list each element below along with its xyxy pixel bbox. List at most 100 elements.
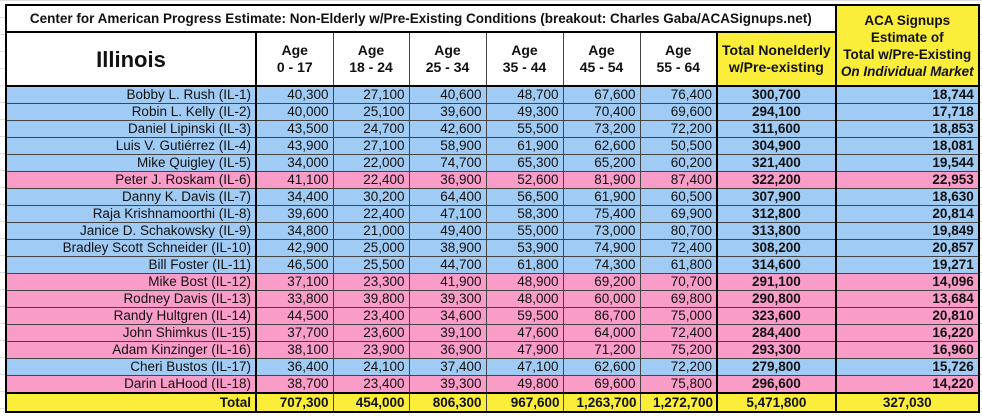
total-value-cell[interactable]: 313,800 [716,222,837,240]
age-value-cell[interactable]: 24,700 [332,120,410,138]
age-value-cell[interactable]: 65,200 [562,154,641,172]
age-value-cell[interactable]: 39,800 [332,290,410,308]
age-value-cell[interactable]: 76,400 [639,85,718,104]
age-value-cell[interactable]: 22,000 [332,154,410,172]
age-value-cell[interactable]: 61,800 [639,256,718,274]
age-header-3[interactable]: Age 35 - 44 [485,31,564,87]
age-value-cell[interactable]: 75,800 [639,375,718,394]
member-name-cell[interactable]: Total [5,392,257,413]
total-value-cell[interactable]: 307,900 [716,188,837,206]
age-value-cell[interactable]: 62,600 [562,358,641,376]
aca-value-cell[interactable]: 20,814 [835,205,980,223]
age-value-cell[interactable]: 39,300 [408,290,487,308]
aca-value-cell[interactable]: 14,096 [835,273,980,291]
age-value-cell[interactable]: 25,100 [332,103,410,121]
age-value-cell[interactable]: 61,900 [562,188,641,206]
member-name-cell[interactable]: Bradley Scott Schneider (IL-10) [5,239,257,257]
total-value-cell[interactable]: 323,600 [716,307,837,325]
total-value-cell[interactable]: 291,100 [716,273,837,291]
total-value-cell[interactable]: 296,600 [716,375,837,394]
member-name-cell[interactable]: Luis V. Gutiérrez (IL-4) [5,137,257,155]
age-value-cell[interactable]: 70,400 [562,103,641,121]
member-name-cell[interactable]: Darin LaHood (IL-18) [5,375,257,394]
age-value-cell[interactable]: 33,800 [255,290,334,308]
table-title[interactable]: Center for American Progress Estimate: N… [5,4,837,33]
age-value-cell[interactable]: 60,500 [639,188,718,206]
age-value-cell[interactable]: 1,272,700 [639,392,718,413]
age-value-cell[interactable]: 70,700 [639,273,718,291]
age-value-cell[interactable]: 74,900 [562,239,641,257]
age-value-cell[interactable]: 69,900 [639,205,718,223]
age-value-cell[interactable]: 38,900 [408,239,487,257]
age-value-cell[interactable]: 27,100 [332,85,410,104]
age-value-cell[interactable]: 62,600 [562,137,641,155]
age-value-cell[interactable]: 80,700 [639,222,718,240]
age-value-cell[interactable]: 37,100 [255,273,334,291]
age-value-cell[interactable]: 49,800 [485,375,564,394]
total-value-cell[interactable]: 300,700 [716,85,837,104]
age-value-cell[interactable]: 36,900 [408,171,487,189]
member-name-cell[interactable]: Randy Hultgren (IL-14) [5,307,257,325]
member-name-cell[interactable]: Raja Krishnamoorthi (IL-8) [5,205,257,223]
age-value-cell[interactable]: 967,600 [485,392,564,413]
total-value-cell[interactable]: 322,200 [716,171,837,189]
aca-value-cell[interactable]: 18,630 [835,188,980,206]
age-value-cell[interactable]: 56,500 [485,188,564,206]
age-value-cell[interactable]: 49,400 [408,222,487,240]
age-value-cell[interactable]: 23,900 [332,341,410,359]
member-name-cell[interactable]: Bill Foster (IL-11) [5,256,257,274]
age-value-cell[interactable]: 1,263,700 [562,392,641,413]
age-value-cell[interactable]: 42,600 [408,120,487,138]
age-value-cell[interactable]: 75,200 [639,341,718,359]
age-value-cell[interactable]: 60,000 [562,290,641,308]
total-value-cell[interactable]: 304,900 [716,137,837,155]
aca-value-cell[interactable]: 19,544 [835,154,980,172]
aca-value-cell[interactable]: 16,220 [835,324,980,342]
age-value-cell[interactable]: 74,700 [408,154,487,172]
age-value-cell[interactable]: 72,400 [639,324,718,342]
age-value-cell[interactable]: 73,000 [562,222,641,240]
age-value-cell[interactable]: 52,600 [485,171,564,189]
total-value-cell[interactable]: 284,400 [716,324,837,342]
age-value-cell[interactable]: 87,400 [639,171,718,189]
age-value-cell[interactable]: 59,500 [485,307,564,325]
age-header-2[interactable]: Age 25 - 34 [408,31,487,87]
age-value-cell[interactable]: 707,300 [255,392,334,413]
age-value-cell[interactable]: 40,600 [408,85,487,104]
aca-value-cell[interactable]: 22,953 [835,171,980,189]
age-value-cell[interactable]: 71,200 [562,341,641,359]
age-value-cell[interactable]: 65,300 [485,154,564,172]
age-value-cell[interactable]: 39,600 [255,205,334,223]
age-value-cell[interactable]: 47,900 [485,341,564,359]
age-value-cell[interactable]: 25,500 [332,256,410,274]
age-value-cell[interactable]: 72,400 [639,239,718,257]
aca-value-cell[interactable]: 19,271 [835,256,980,274]
age-header-0[interactable]: Age 0 - 17 [255,31,334,87]
member-name-cell[interactable]: Janice D. Schakowsky (IL-9) [5,222,257,240]
age-value-cell[interactable]: 23,400 [332,307,410,325]
age-value-cell[interactable]: 21,000 [332,222,410,240]
age-value-cell[interactable]: 67,600 [562,85,641,104]
age-value-cell[interactable]: 49,300 [485,103,564,121]
age-value-cell[interactable]: 39,100 [408,324,487,342]
age-value-cell[interactable]: 41,100 [255,171,334,189]
total-value-cell[interactable]: 312,800 [716,205,837,223]
age-value-cell[interactable]: 69,600 [639,103,718,121]
age-value-cell[interactable]: 55,500 [485,120,564,138]
age-value-cell[interactable]: 36,400 [255,358,334,376]
age-value-cell[interactable]: 47,100 [485,358,564,376]
age-value-cell[interactable]: 60,200 [639,154,718,172]
age-value-cell[interactable]: 22,400 [332,171,410,189]
age-value-cell[interactable]: 50,500 [639,137,718,155]
aca-value-cell[interactable]: 18,081 [835,137,980,155]
age-value-cell[interactable]: 27,100 [332,137,410,155]
total-value-cell[interactable]: 5,471,800 [716,392,837,413]
age-value-cell[interactable]: 58,900 [408,137,487,155]
age-value-cell[interactable]: 454,000 [332,392,410,413]
age-value-cell[interactable]: 34,800 [255,222,334,240]
age-value-cell[interactable]: 36,900 [408,341,487,359]
member-name-cell[interactable]: Peter J. Roskam (IL-6) [5,171,257,189]
state-header[interactable]: Illinois [5,31,257,87]
age-value-cell[interactable]: 39,300 [408,375,487,394]
age-value-cell[interactable]: 39,600 [408,103,487,121]
